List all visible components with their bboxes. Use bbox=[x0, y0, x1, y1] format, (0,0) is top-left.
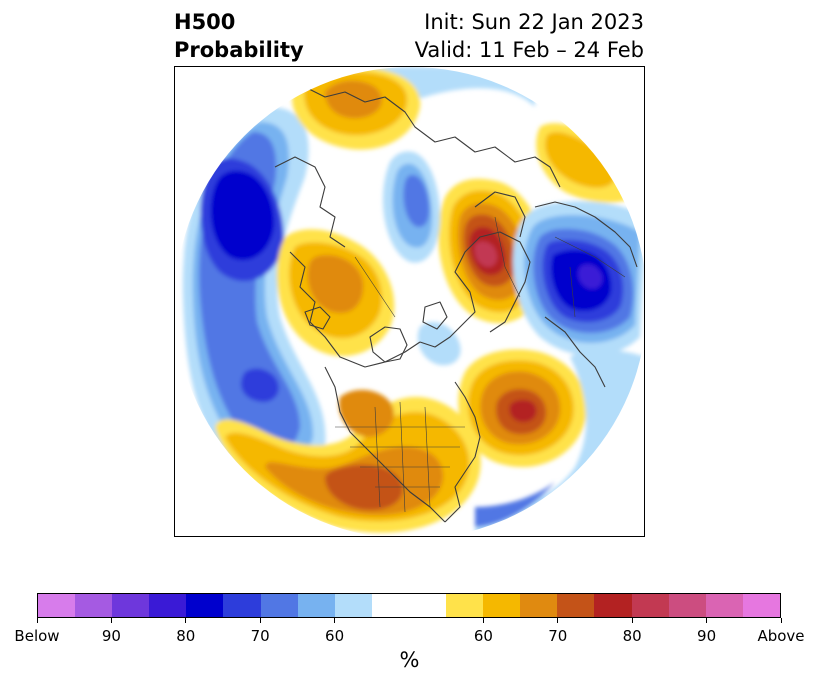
colorbar-tick-label: 70 bbox=[250, 627, 270, 645]
colorbar-tick bbox=[706, 618, 708, 623]
colorbar-unit: % bbox=[399, 648, 420, 672]
valid-range: Valid: 11 Feb – 24 Feb bbox=[414, 38, 644, 62]
colorbar-tick-label: 80 bbox=[176, 627, 196, 645]
state-borders bbox=[335, 216, 626, 513]
colorbar-tick bbox=[482, 618, 484, 623]
colorbar bbox=[37, 593, 781, 618]
colorbar-swatch bbox=[705, 594, 743, 617]
colorbar-swatch bbox=[75, 594, 113, 617]
colorbar-tick-label: Below bbox=[14, 627, 60, 645]
colorbar-swatch bbox=[149, 594, 187, 617]
colorbar-tick-label: 60 bbox=[473, 627, 493, 645]
colorbar-tick-label: 80 bbox=[622, 627, 642, 645]
colorbar-tick bbox=[780, 618, 782, 623]
colorbar-tick-label: Above bbox=[757, 627, 805, 645]
colorbar-tick-label: 60 bbox=[325, 627, 345, 645]
colorbar-tick bbox=[110, 618, 112, 623]
title-line-2: Probability bbox=[174, 38, 304, 62]
coastlines bbox=[274, 86, 641, 523]
colorbar-tick bbox=[631, 618, 633, 623]
colorbar-tick bbox=[185, 618, 187, 623]
colorbar-tick-label: 70 bbox=[548, 627, 568, 645]
colorbar-swatch bbox=[557, 594, 595, 617]
colorbar-swatch bbox=[260, 594, 298, 617]
colorbar-swatch bbox=[38, 594, 76, 617]
chart-title: H500 Probability bbox=[174, 8, 304, 64]
colorbar-tick bbox=[557, 618, 559, 623]
colorbar-tick-label: 90 bbox=[697, 627, 717, 645]
colorbar-swatch bbox=[112, 594, 150, 617]
colorbar-swatch bbox=[631, 594, 669, 617]
colorbar-tick bbox=[334, 618, 336, 623]
colorbar-swatch bbox=[297, 594, 335, 617]
colorbar-swatch bbox=[408, 594, 447, 617]
forecast-dates: Init: Sun 22 Jan 2023 Valid: 11 Feb – 24… bbox=[415, 8, 644, 64]
colorbar-swatch bbox=[483, 594, 521, 617]
colorbar-swatch bbox=[668, 594, 706, 617]
colorbar-swatch bbox=[742, 594, 780, 617]
colorbar-swatch bbox=[186, 594, 224, 617]
title-line-1: H500 bbox=[174, 10, 236, 34]
colorbar-swatch bbox=[446, 594, 484, 617]
colorbar-swatch bbox=[594, 594, 632, 617]
colorbar-tick bbox=[259, 618, 261, 623]
colorbar-tick bbox=[36, 618, 38, 623]
colorbar-swatch bbox=[223, 594, 261, 617]
colorbar-swatch bbox=[371, 594, 409, 617]
colorbar-swatch bbox=[520, 594, 558, 617]
polar-map bbox=[175, 67, 644, 536]
init-date: Init: Sun 22 Jan 2023 bbox=[424, 10, 644, 34]
probability-map bbox=[174, 66, 645, 537]
colorbar-swatch bbox=[334, 594, 372, 617]
colorbar-tick-label: 90 bbox=[101, 627, 121, 645]
